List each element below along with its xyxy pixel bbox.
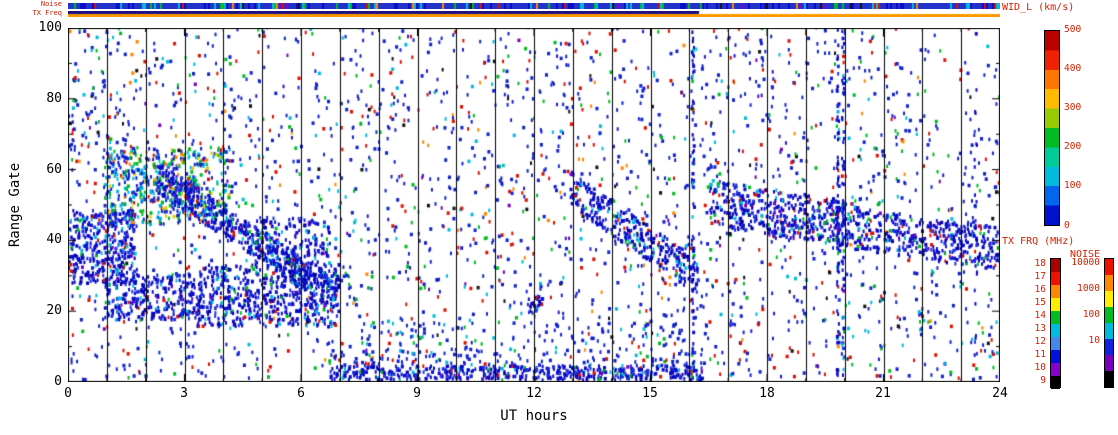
x-tick-label: 18 (759, 386, 775, 401)
txfrq-tick-label: 10 (1034, 362, 1046, 373)
txfrq-tick-label: 18 (1034, 258, 1046, 269)
y-tick-label: 40 (46, 232, 62, 247)
txfreq-strip-label: TX Freq (32, 9, 62, 17)
txfrq-color-cell (1051, 324, 1060, 337)
txfrq-color-cell (1051, 259, 1060, 272)
noise-tick-label: 10 (1088, 335, 1100, 346)
txfrq-color-cell (1051, 311, 1060, 324)
noise-colorbar-title: NOISE (1070, 249, 1101, 260)
txfrq-color-cell (1051, 363, 1060, 376)
txfrq-tick-label: 12 (1034, 336, 1046, 347)
noise-colorbar (1104, 258, 1114, 388)
txfrq-tick-label: 16 (1034, 284, 1046, 295)
txfrq-colorbar (1050, 258, 1061, 389)
txfrq-color-cell (1051, 376, 1060, 389)
x-tick-label: 21 (875, 386, 891, 401)
wid-tick-label: 0 (1064, 220, 1070, 231)
txfrq-tick-label: 13 (1034, 323, 1046, 334)
txfrq-color-cell (1051, 272, 1060, 285)
y-tick-label: 0 (54, 374, 62, 389)
txfrq-tick-label: 14 (1034, 310, 1046, 321)
txfrq-tick-label: 15 (1034, 297, 1046, 308)
y-tick-label: 60 (46, 162, 62, 177)
y-tick-label: 100 (38, 20, 62, 35)
txfrq-tick-label: 17 (1034, 271, 1046, 282)
txfrq-color-cell (1051, 285, 1060, 298)
txfrq-color-cell (1051, 298, 1060, 311)
txfrq-colorbar-title: TX FRQ (MHz) (1002, 236, 1075, 247)
wid-tick-label: 500 (1064, 24, 1082, 35)
noise-tick-label: 100 (1082, 309, 1100, 320)
txfrq-tick-label: 11 (1034, 349, 1046, 360)
wid-tick-label: 400 (1064, 63, 1082, 74)
wid-tick-label: 100 (1064, 180, 1082, 191)
heatmap-canvas (68, 28, 1000, 382)
noise-tick-label: 1000 (1077, 283, 1100, 294)
wid-colorbar (1044, 30, 1060, 226)
txfrq-tick-label: 9 (1040, 375, 1046, 386)
x-tick-label: 9 (413, 386, 421, 401)
wid-colorbar-title: WID_L (km/s) (1002, 2, 1075, 13)
y-axis-title: Range Gate (7, 162, 23, 248)
x-tick-label: 15 (642, 386, 658, 401)
noise-strip-label: Noise (40, 0, 62, 8)
x-tick-label: 3 (180, 386, 188, 401)
txfrq-color-cell (1051, 337, 1060, 350)
noise-strip (68, 3, 1000, 9)
x-tick-label: 0 (64, 386, 72, 401)
y-tick-label: 80 (46, 91, 62, 106)
wid-tick-label: 300 (1064, 102, 1082, 113)
noise-tick-label: 10000 (1071, 257, 1100, 268)
x-tick-label: 24 (992, 386, 1008, 401)
x-axis-title: UT hours (500, 408, 568, 424)
x-tick-label: 6 (297, 386, 305, 401)
y-tick-label: 20 (46, 303, 62, 318)
txfrq-color-cell (1051, 350, 1060, 363)
x-tick-label: 12 (526, 386, 542, 401)
txfreq-strip (68, 11, 1000, 17)
wid-tick-label: 200 (1064, 141, 1082, 152)
